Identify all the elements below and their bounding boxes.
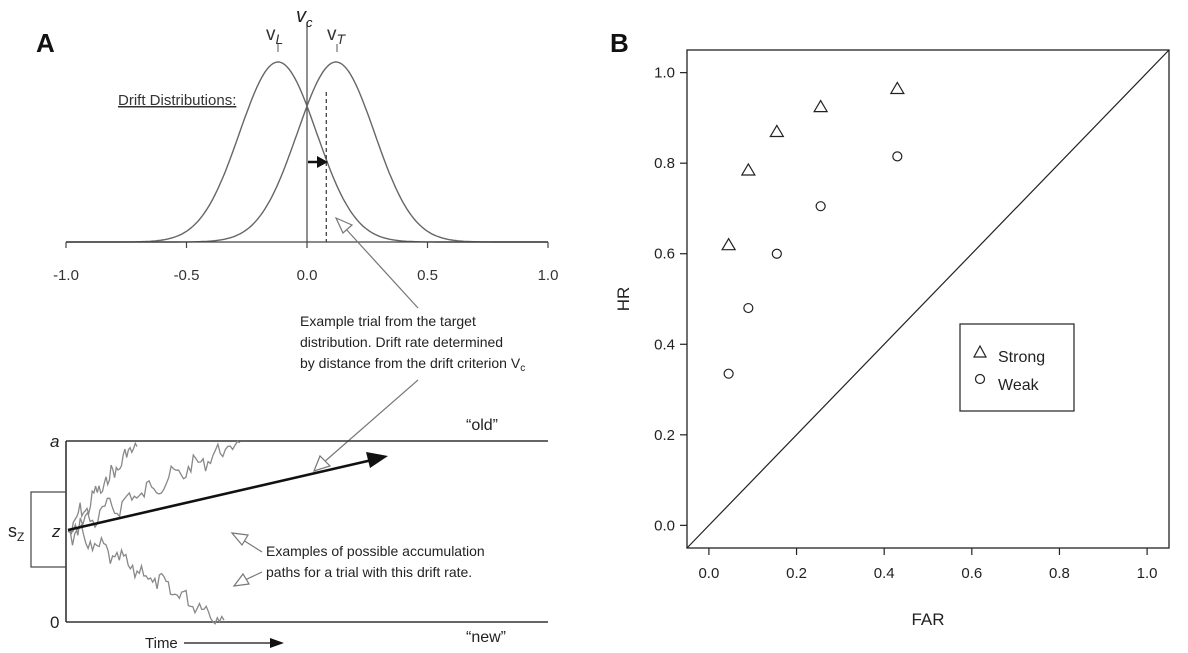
- drift-x-tick-label: 0.0: [297, 267, 318, 284]
- weak-point: [892, 151, 903, 162]
- x-tick-label: 1.0: [1137, 565, 1158, 582]
- weak-point: [743, 302, 754, 314]
- annotation-arrow-up-head: [334, 216, 354, 234]
- y-tick-label: 0.6: [654, 246, 675, 263]
- y-tick-label: 1.0: [654, 65, 675, 82]
- diffusion-diagram: a 0 z sZ “old” “new” Examples of possibl…: [8, 417, 548, 652]
- time-label: Time: [145, 635, 178, 652]
- strong-point: [740, 162, 756, 176]
- drift-x-tick-label: 1.0: [538, 267, 559, 284]
- paths-arrow-1-head: [230, 532, 249, 547]
- boundary-zero-label: 0: [50, 613, 59, 632]
- vl-label: vL: [266, 24, 283, 47]
- weak-point: [771, 248, 782, 259]
- annotation-example-trial: Example trial from the target distributi…: [300, 216, 525, 472]
- drift-distribution-plot: Drift Distributions: vc vL vT -1.0 -0.5 0.…: [53, 5, 558, 284]
- chance-diagonal: [686, 49, 1170, 549]
- drift-arrow-head: [317, 156, 328, 168]
- annotation-arrow-up-shaft: [344, 227, 419, 309]
- start-variability-box: [30, 491, 67, 568]
- annotation-arrow-down-shaft: [322, 379, 419, 464]
- strong-point: [769, 124, 785, 138]
- legend-weak-label: Weak: [998, 377, 1040, 394]
- weak-point: [723, 368, 734, 379]
- annotation-paths-line-2: paths for a trial with this drift rate.: [266, 564, 472, 580]
- vc-label: vc: [296, 5, 313, 30]
- legend-triangle-marker: [972, 344, 988, 358]
- legend: Strong Weak: [959, 323, 1075, 412]
- paths-arrow-1-shaft: [242, 539, 263, 553]
- legend-circle-marker: [974, 373, 986, 385]
- accumulation-path-2: [67, 440, 241, 536]
- mean-drift-arrow-head: [366, 452, 388, 468]
- annotation-arrow-down-head: [312, 454, 332, 472]
- boundary-a-label: a: [50, 432, 59, 451]
- drift-x-tick-label: 0.5: [417, 267, 438, 284]
- sz-label: sZ: [8, 521, 24, 544]
- annotation-paths-line-1: Examples of possible accumulation: [266, 543, 485, 559]
- annotation-target-line-3: by distance from the drift criterion Vc: [300, 355, 525, 374]
- drift-distributions-title: Drift Distributions:: [118, 92, 236, 109]
- panel-a-letter: A: [36, 28, 55, 58]
- panel-a: A Drift Distributions: vc vL vT -1.0 -0.5…: [8, 5, 558, 652]
- panel-b-letter: B: [610, 28, 629, 58]
- x-axis-title: FAR: [911, 610, 944, 629]
- start-point-label: z: [51, 522, 61, 541]
- x-tick-label: 0.8: [1049, 565, 1070, 582]
- y-tick-label: 0.0: [654, 517, 675, 534]
- x-tick-label: 0.4: [874, 565, 895, 582]
- paths-arrow-2-shaft: [244, 571, 263, 581]
- y-tick-label: 0.4: [654, 336, 675, 353]
- weak-point: [815, 201, 826, 212]
- y-tick-label: 0.8: [654, 155, 675, 172]
- y-tick-label: 0.2: [654, 427, 675, 444]
- strong-point: [721, 237, 737, 251]
- drift-x-tick-label: -0.5: [174, 267, 200, 284]
- legend-box: [959, 323, 1075, 412]
- strong-point: [889, 81, 905, 95]
- x-tick-label: 0.6: [961, 565, 982, 582]
- annotation-target-line-2: distribution. Drift rate determined: [300, 334, 503, 350]
- legend-strong-label: Strong: [998, 349, 1045, 366]
- plot-frame: [686, 49, 1170, 549]
- mean-drift-arrow-shaft: [67, 458, 373, 532]
- drift-x-ticks: -1.0 -0.5 0.0 0.5 1.0: [53, 242, 558, 284]
- y-axis-title: HR: [614, 287, 633, 312]
- drift-x-tick-label: -1.0: [53, 267, 79, 284]
- lower-response-label: “new”: [466, 629, 506, 646]
- annotation-target-line-1: Example trial from the target: [300, 313, 476, 329]
- roc-axes: 0.0 0.2 0.4 0.6 0.8 1.0 0.0 0.2 0.4 0.6 0.8 1.0: [654, 65, 1157, 582]
- strong-point: [813, 99, 829, 113]
- paths-arrow-2-head: [232, 572, 250, 587]
- x-tick-label: 0.0: [698, 565, 719, 582]
- accumulation-path-1: [67, 441, 138, 535]
- roc-points: [721, 81, 905, 379]
- panel-b: B 0.0 0.2 0.4 0.6 0.8 1.0 0.0 0.2 0.4 0.6 0.8 1.0 F…: [610, 28, 1170, 629]
- time-arrow-head: [270, 638, 284, 648]
- vt-label: vT: [327, 24, 347, 47]
- accumulation-path-3: [67, 523, 225, 625]
- x-tick-label: 0.2: [786, 565, 807, 582]
- upper-response-label: “old”: [466, 417, 498, 434]
